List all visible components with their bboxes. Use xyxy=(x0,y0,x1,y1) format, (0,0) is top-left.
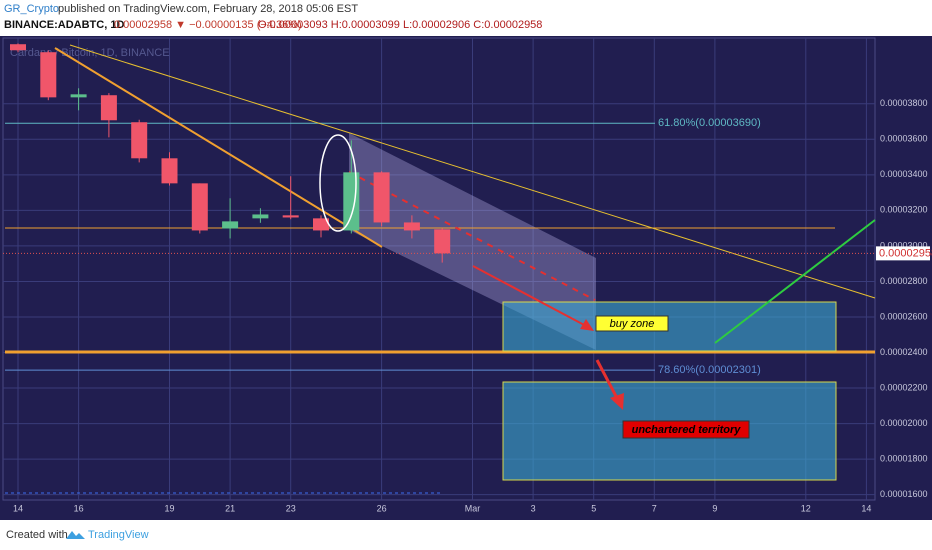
territory-label: unchartered territory xyxy=(632,424,742,436)
y-tick-label: 0.00002400 xyxy=(880,347,928,357)
author[interactable]: GR_Crypto xyxy=(4,3,59,15)
x-tick-label: 23 xyxy=(286,503,296,513)
y-tick-label: 0.00003400 xyxy=(880,169,928,179)
x-tick-label: Mar xyxy=(465,503,481,513)
arrow xyxy=(472,265,589,328)
y-tick-label: 0.00002200 xyxy=(880,382,928,392)
y-tick-label: 0.00001800 xyxy=(880,454,928,464)
territory-tag xyxy=(622,420,750,439)
y-tick-label: 0.00003000 xyxy=(880,240,928,250)
last-price-tag xyxy=(876,246,930,261)
y-tick-label: 0.00003200 xyxy=(880,205,928,215)
buy-zone-box xyxy=(502,301,837,352)
buy-zone-tag xyxy=(595,315,669,332)
candles xyxy=(10,43,451,263)
x-tick-label: 5 xyxy=(591,503,596,513)
y-tick-label: 0.00002800 xyxy=(880,276,928,286)
footer-bg xyxy=(0,520,932,550)
footer-created: Created with xyxy=(6,529,68,541)
x-tick-label: 16 xyxy=(74,503,84,513)
trend-line xyxy=(54,47,383,248)
candle-body xyxy=(191,183,208,231)
x-tick-label: 9 xyxy=(712,503,717,513)
projection xyxy=(348,171,596,301)
logo xyxy=(66,531,85,539)
x-tick-label: 26 xyxy=(377,503,387,513)
candle-body xyxy=(282,215,299,218)
x-tick-label: 14 xyxy=(13,503,23,513)
arrow-head xyxy=(580,319,594,331)
highlight-ellipse xyxy=(319,134,357,232)
candle-body xyxy=(403,222,420,231)
change: 0.00002958 ▼ −0.00000135 (−4.36%) xyxy=(114,19,302,31)
x-tick-label: 7 xyxy=(652,503,657,513)
y-tick-label: 0.00002000 xyxy=(880,418,928,428)
buy-zone-label: buy zone xyxy=(610,318,655,330)
candle-body xyxy=(10,44,26,51)
last-price-label: 0.00002958 xyxy=(879,247,932,259)
candle-body xyxy=(70,94,87,98)
watermark: Cardano / Bitcoin, 1D, BINANCE xyxy=(10,47,170,59)
fib-label: 78.60%(0.00002301) xyxy=(658,364,761,376)
candle-body xyxy=(434,229,451,254)
ohlc: O:0.00003093 H:0.00003099 L:0.00002906 C… xyxy=(258,19,542,31)
published: published on TradingView.com, February 2… xyxy=(58,3,358,15)
green-line xyxy=(714,219,876,344)
x-tick-label: 12 xyxy=(801,503,811,513)
arrow-head xyxy=(610,393,624,410)
trend-line-long xyxy=(69,44,876,299)
candle-body xyxy=(343,172,360,231)
fib-label: 61.80%(0.00003690) xyxy=(658,117,761,129)
y-tick-label: 0.00002600 xyxy=(880,311,928,321)
arrow xyxy=(595,359,620,401)
channel xyxy=(349,133,596,350)
header-bg xyxy=(0,0,932,36)
y-tick-label: 0.00003600 xyxy=(880,134,928,144)
x-tick-label: 19 xyxy=(164,503,174,513)
candle-body xyxy=(373,172,390,223)
footer-brand[interactable]: TradingView xyxy=(88,529,149,541)
candle-body xyxy=(313,218,329,231)
plot-frame xyxy=(2,37,876,501)
candle-body xyxy=(100,95,117,121)
candle-body xyxy=(40,52,57,98)
y-tick-label: 0.00001600 xyxy=(880,489,928,499)
candle-body xyxy=(252,214,269,219)
x-tick-label: 14 xyxy=(861,503,871,513)
x-tick-label: 3 xyxy=(531,503,536,513)
x-tick-label: 21 xyxy=(225,503,235,513)
candle-body xyxy=(161,158,178,184)
candle-body xyxy=(222,221,239,229)
candle-body xyxy=(131,122,148,159)
symbol: BINANCE:ADABTC, 1D xyxy=(4,19,124,31)
y-tick-label: 0.00003800 xyxy=(880,98,928,108)
